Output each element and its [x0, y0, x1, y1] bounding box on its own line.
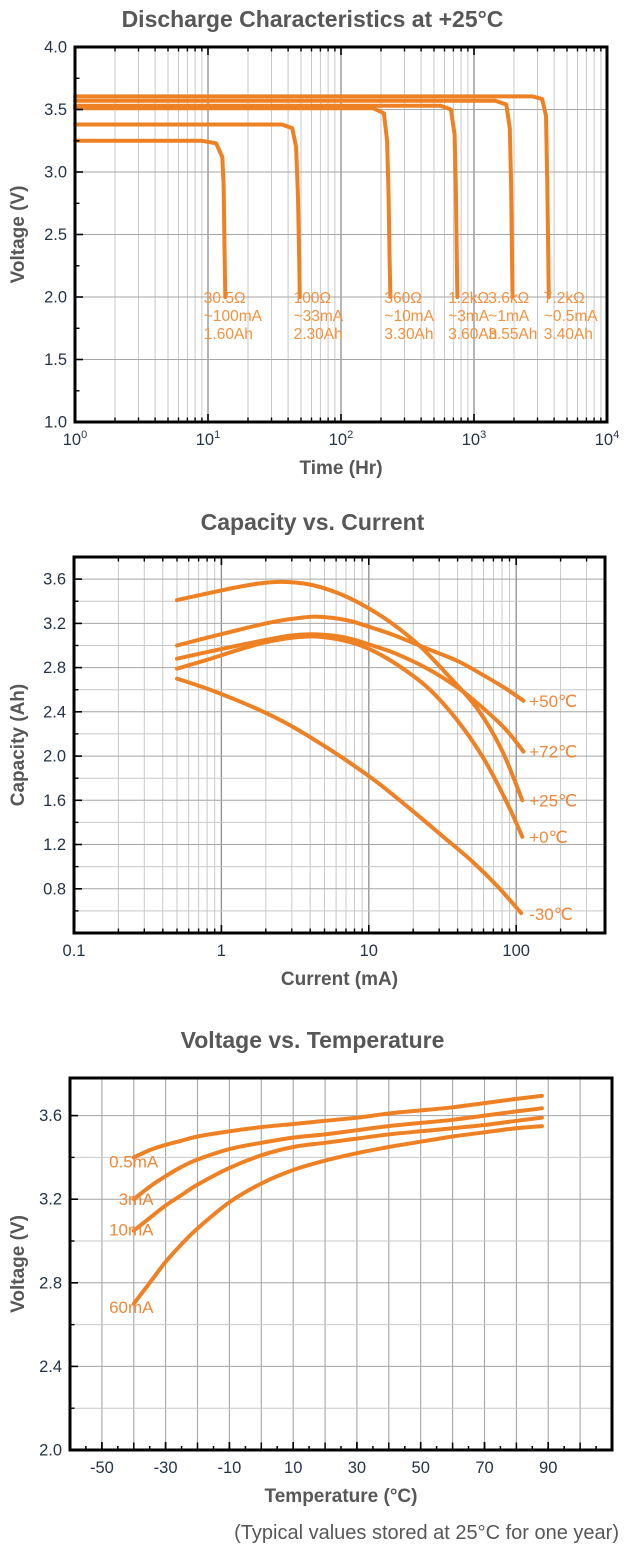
svg-text:~100mA: ~100mA: [204, 308, 263, 325]
svg-text:+0℃: +0℃: [529, 828, 567, 847]
svg-text:2.8: 2.8: [43, 659, 66, 677]
svg-text:0.8: 0.8: [43, 880, 66, 898]
svg-text:2.0: 2.0: [44, 289, 67, 307]
svg-text:3.5: 3.5: [44, 101, 67, 119]
svg-text:100Ω: 100Ω: [294, 290, 331, 307]
svg-text:Voltage (V): Voltage (V): [8, 186, 29, 284]
svg-text:101: 101: [196, 429, 220, 449]
svg-text:+50℃: +50℃: [529, 692, 577, 711]
svg-text:10mA: 10mA: [109, 1221, 154, 1240]
voltage-vs-temperature-title: Voltage vs. Temperature: [180, 1027, 445, 1053]
svg-text:4.0: 4.0: [44, 39, 67, 57]
voltage-vs-temperature-chart: -50 -30 -10 10 30 50 70 90 2.0 2.4 2.8 3.2 3.6 Voltag…: [8, 1076, 614, 1507]
svg-text:103: 103: [462, 429, 486, 449]
svg-text:1.2: 1.2: [43, 836, 66, 854]
svg-text:Capacity (Ah): Capacity (Ah): [8, 684, 29, 806]
svg-text:1.60Ah: 1.60Ah: [204, 326, 253, 343]
svg-text:2.30Ah: 2.30Ah: [294, 326, 343, 343]
svg-text:3.2: 3.2: [43, 615, 66, 633]
svg-text:2.0: 2.0: [39, 1442, 62, 1460]
svg-text:-10: -10: [217, 1459, 241, 1477]
svg-text:102: 102: [329, 429, 353, 449]
svg-text:-50: -50: [90, 1459, 114, 1477]
svg-text:10: 10: [360, 942, 378, 960]
svg-text:50: 50: [412, 1459, 430, 1477]
svg-text:2.5: 2.5: [44, 226, 67, 244]
svg-text:0.5mA: 0.5mA: [109, 1153, 159, 1172]
svg-text:100: 100: [63, 429, 87, 449]
svg-text:~3mA: ~3mA: [448, 308, 490, 325]
svg-text:-30℃: -30℃: [529, 905, 573, 924]
svg-text:Current (mA): Current (mA): [281, 969, 398, 990]
discharge-characteristics-chart: 100 101 102 103 104 1.0 1.5 2.0 2.5 3.0 3.5 4.0 Volt…: [8, 39, 619, 480]
svg-text:70: 70: [475, 1459, 493, 1477]
svg-text:100: 100: [502, 942, 530, 960]
svg-text:+72℃: +72℃: [529, 743, 577, 762]
svg-text:104: 104: [595, 429, 619, 449]
discharge-characteristics-title: Discharge Characteristics at +25°C: [121, 6, 504, 32]
svg-text:3.40Ah: 3.40Ah: [544, 326, 593, 343]
svg-text:3.6kΩ: 3.6kΩ: [488, 290, 529, 307]
svg-text:30.5Ω: 30.5Ω: [204, 290, 246, 307]
svg-text:3mA: 3mA: [119, 1190, 155, 1209]
svg-text:1.5: 1.5: [44, 351, 67, 369]
svg-text:30: 30: [348, 1459, 366, 1477]
svg-text:3.2: 3.2: [39, 1191, 62, 1209]
svg-text:60mA: 60mA: [109, 1298, 154, 1317]
svg-text:1: 1: [217, 942, 226, 960]
svg-text:3.60Ah: 3.60Ah: [448, 326, 497, 343]
svg-text:10: 10: [284, 1459, 302, 1477]
svg-text:Temperature (°C): Temperature (°C): [265, 1486, 418, 1507]
svg-text:3.6: 3.6: [39, 1107, 62, 1125]
svg-text:2.4: 2.4: [39, 1358, 62, 1376]
svg-text:2.4: 2.4: [43, 703, 66, 721]
svg-text:~10mA: ~10mA: [384, 308, 434, 325]
storage-note-caption: (Typical values stored at 25°C for one y…: [234, 1522, 619, 1544]
svg-text:7.2kΩ: 7.2kΩ: [544, 290, 585, 307]
svg-text:Voltage (V): Voltage (V): [8, 1215, 29, 1313]
svg-text:2.8: 2.8: [39, 1274, 62, 1292]
svg-text:1.2kΩ: 1.2kΩ: [448, 290, 489, 307]
svg-text:~1mA: ~1mA: [488, 308, 530, 325]
svg-text:3.30Ah: 3.30Ah: [384, 326, 433, 343]
svg-text:Time (Hr): Time (Hr): [299, 458, 382, 479]
svg-text:2.0: 2.0: [43, 748, 66, 766]
svg-text:90: 90: [539, 1459, 557, 1477]
svg-text:+25℃: +25℃: [529, 791, 577, 810]
capacity-vs-current-chart: 0.1 1 10 100 0.8 1.2 1.6 2.0 2.4 2.8 3.2 3.6 Capacit…: [8, 555, 607, 990]
svg-text:3.0: 3.0: [44, 164, 67, 182]
svg-text:1.6: 1.6: [43, 792, 66, 810]
svg-text:-30: -30: [154, 1459, 178, 1477]
svg-text:3.6: 3.6: [43, 571, 66, 589]
svg-text:1.0: 1.0: [44, 414, 67, 432]
svg-text:~0.5mA: ~0.5mA: [544, 308, 599, 325]
capacity-vs-current-title: Capacity vs. Current: [200, 509, 425, 535]
svg-text:~33mA: ~33mA: [294, 308, 344, 325]
svg-text:360Ω: 360Ω: [384, 290, 421, 307]
svg-text:3.55Ah: 3.55Ah: [488, 326, 537, 343]
svg-text:0.1: 0.1: [63, 942, 86, 960]
